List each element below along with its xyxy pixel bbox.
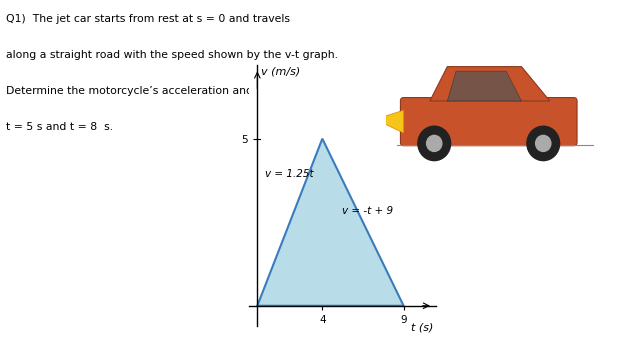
Text: along a straight road with the speed shown by the v-t graph.: along a straight road with the speed sho… <box>6 50 338 60</box>
Polygon shape <box>257 139 404 306</box>
FancyBboxPatch shape <box>401 97 577 146</box>
Circle shape <box>527 126 559 161</box>
Text: t = 5 s and t = 8  s.: t = 5 s and t = 8 s. <box>6 122 113 132</box>
Polygon shape <box>430 67 549 101</box>
Text: Determine the motorcycle’s acceleration and position when: Determine the motorcycle’s acceleration … <box>6 86 333 96</box>
Text: Q1)  The jet car starts from rest at s = 0 and travels: Q1) The jet car starts from rest at s = … <box>6 14 290 25</box>
Polygon shape <box>447 71 521 101</box>
Circle shape <box>427 135 442 151</box>
Circle shape <box>418 126 450 161</box>
Text: v (m/s): v (m/s) <box>260 67 300 77</box>
Text: v = 1.25t: v = 1.25t <box>265 169 314 179</box>
Text: v = -t + 9: v = -t + 9 <box>342 206 393 215</box>
Text: t (s): t (s) <box>411 323 434 332</box>
Circle shape <box>536 135 551 151</box>
Polygon shape <box>375 110 404 133</box>
